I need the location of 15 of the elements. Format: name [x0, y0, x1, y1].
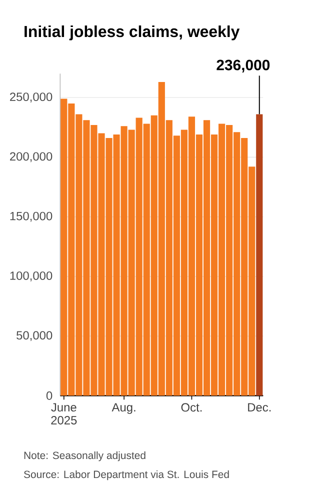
x-tick-label: June 2025 — [51, 403, 77, 424]
y-tick-label: 250,000 — [10, 92, 52, 102]
y-tick-label: 0 — [46, 391, 52, 400]
x-tick-label: Aug. — [112, 403, 136, 414]
text: Note: Seasonally adjusted — [24, 451, 146, 462]
x-tick-label: Dec. — [248, 403, 271, 412]
source-note: Source: Labor Department via St. Louis Fed — [24, 470, 229, 480]
bar — [256, 114, 263, 396]
y-tick-label: 200,000 — [10, 152, 52, 162]
y-tick-label: 150,000 — [10, 212, 52, 222]
data-label: 236,000 — [216, 60, 270, 72]
x-tick-label: Oct. — [181, 403, 202, 412]
chart-title: Initial jobless claims, weekly — [24, 25, 240, 40]
y-tick-label: 50,000 — [16, 331, 52, 341]
y-tick-label: 100,000 — [10, 271, 52, 282]
